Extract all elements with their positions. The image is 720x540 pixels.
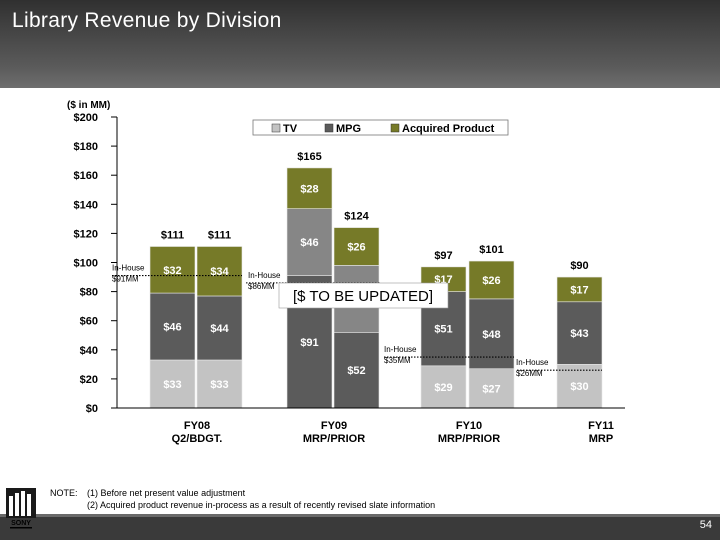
- legend-entry: MPG: [336, 123, 361, 135]
- bar-segment: [286, 167, 333, 209]
- bar-segment-label: $32: [163, 265, 181, 277]
- bar-segment-label: $27: [482, 383, 500, 395]
- slide-header: Library Revenue by Division: [0, 0, 720, 88]
- bar-total-label: $111: [161, 229, 184, 241]
- category-label: FY11: [588, 420, 614, 432]
- bar-segment-label: $33: [210, 379, 228, 391]
- bar-segment: [556, 364, 603, 409]
- bar-segment-label: $51: [434, 324, 452, 336]
- bar-total-label: $111: [208, 229, 231, 241]
- bar-total-label: $165: [297, 151, 321, 163]
- note-line-2: (2) Acquired product revenue in-process …: [87, 500, 436, 510]
- bar-segment-label: $30: [570, 381, 588, 393]
- overlay-label: [$ TO BE UPDATED]: [293, 288, 433, 305]
- bar-segment: [333, 227, 380, 266]
- bar-segment-label: $43: [570, 328, 588, 340]
- bar-segment: [556, 301, 603, 365]
- category-label: FY08: [184, 420, 210, 432]
- category-label: FY09: [321, 420, 347, 432]
- category-label: MRP/PRIOR: [438, 433, 500, 445]
- bar-segment-label: $44: [210, 323, 229, 335]
- bar-segment-label: $46: [300, 237, 318, 249]
- bar-segment: [333, 332, 380, 409]
- bar-segment-label: $26: [482, 275, 500, 287]
- inhouse-value: $26MM: [516, 369, 543, 378]
- bar-segment: [196, 295, 243, 361]
- slide-title: Library Revenue by Division: [12, 9, 282, 32]
- bar-segment: [556, 276, 603, 303]
- bar-segment-label: $26: [347, 241, 365, 253]
- inhouse-label: In-House: [384, 345, 417, 354]
- legend-swatch: [390, 123, 400, 133]
- unit-label: ($ in MM): [67, 100, 110, 111]
- legend-entry: TV: [283, 123, 298, 135]
- bar-segment: [149, 246, 196, 294]
- inhouse-label: In-House: [112, 264, 145, 273]
- bar-total-label: $90: [570, 260, 588, 272]
- bar-segment: [149, 292, 196, 361]
- legend-box: [252, 119, 509, 136]
- y-tick-label: $40: [80, 345, 98, 357]
- y-tick-label: $100: [74, 258, 98, 270]
- y-tick-label: $140: [74, 199, 98, 211]
- inhouse-value: $35MM: [384, 356, 411, 365]
- footer-bar-highlight: [0, 514, 720, 517]
- bar-segment-label: $48: [482, 329, 500, 341]
- bar-segment: [149, 359, 196, 409]
- legend-entry: Acquired Product: [402, 123, 495, 135]
- y-tick-label: $60: [80, 316, 98, 328]
- bar-total-label: $97: [434, 250, 452, 262]
- note-label: NOTE:: [50, 488, 78, 498]
- legend-swatch: [271, 123, 281, 133]
- footer-bar: [0, 514, 720, 540]
- bar-segment: [468, 260, 515, 300]
- bar-segment: [286, 208, 333, 276]
- bar-segment-label: $46: [163, 322, 181, 334]
- bar-segment-label: $52: [347, 365, 365, 377]
- bar-segment: [196, 246, 243, 297]
- bar-segment-label: $29: [434, 382, 452, 394]
- bar-segment: [420, 365, 467, 409]
- bar-segment: [468, 298, 515, 370]
- inhouse-value: $91MM: [112, 275, 139, 284]
- y-tick-label: $160: [74, 170, 98, 182]
- svg-text:SONY: SONY: [11, 520, 31, 527]
- bar-segment-label: $28: [300, 183, 318, 195]
- category-label: FY10: [456, 420, 482, 432]
- bar-segment-label: $91: [300, 337, 318, 349]
- inhouse-label: In-House: [248, 271, 281, 280]
- inhouse-value: $86MM: [248, 282, 275, 291]
- y-tick-label: $200: [74, 112, 98, 124]
- bar-total-label: $101: [479, 244, 503, 256]
- category-label: Q2/BDGT.: [172, 433, 223, 445]
- bar-segment-label: $34: [210, 266, 229, 278]
- legend-swatch: [324, 123, 334, 133]
- y-tick-label: $120: [74, 228, 98, 240]
- inhouse-label: In-House: [516, 358, 549, 367]
- y-tick-label: $20: [80, 374, 98, 386]
- category-label: MRP: [589, 433, 613, 445]
- y-tick-label: $0: [86, 403, 98, 415]
- bar-segment-label: $17: [570, 284, 588, 296]
- y-tick-label: $80: [80, 287, 98, 299]
- y-tick-label: $180: [74, 141, 98, 153]
- category-label: MRP/PRIOR: [303, 433, 365, 445]
- sony-pictures-logo: SONY: [6, 488, 36, 529]
- bar-total-label: $124: [344, 211, 369, 223]
- note-line-1: (1) Before net present value adjustment: [87, 488, 246, 498]
- page-number: 54: [699, 519, 712, 531]
- overlay-box: [278, 282, 449, 309]
- bar-segment-label: $33: [163, 379, 181, 391]
